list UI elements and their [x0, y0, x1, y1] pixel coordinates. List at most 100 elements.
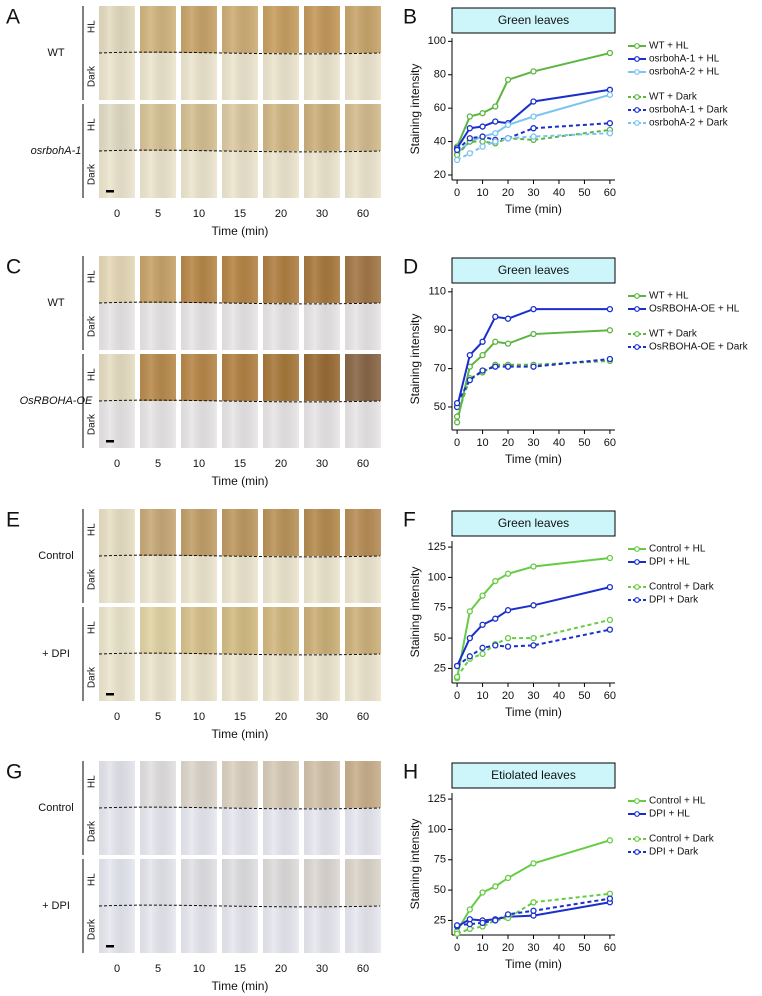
- point: [530, 602, 537, 609]
- point: [453, 399, 461, 407]
- time-label: 60: [357, 208, 369, 220]
- row-label: + DPI: [42, 648, 70, 660]
- time-label: 30: [316, 208, 328, 220]
- x-tick-label: 50: [578, 942, 590, 954]
- title-box: [451, 510, 616, 537]
- legend-marker: [634, 107, 640, 113]
- legend-label: osrbohA-2 + Dark: [649, 118, 729, 129]
- y-tick-label: 50: [434, 632, 446, 644]
- legend-marker: [634, 344, 640, 350]
- point: [606, 355, 614, 363]
- time-label: 0: [114, 458, 120, 470]
- y-tick-label: 60: [434, 102, 446, 114]
- point: [466, 608, 473, 615]
- leaf-veins: [304, 509, 340, 603]
- time-label: 10: [193, 208, 205, 220]
- x-tick-label: 0: [454, 187, 460, 199]
- point: [492, 883, 499, 890]
- light-label: HL: [87, 873, 98, 886]
- point: [466, 135, 473, 142]
- leaf-veins: [140, 256, 176, 350]
- point: [504, 911, 512, 918]
- y-tick-label: 75: [434, 602, 446, 614]
- legend-marker: [634, 69, 640, 75]
- light-label: HL: [87, 368, 98, 381]
- legend-label: osrbohA-2 + HL: [649, 67, 720, 78]
- y-axis-title: Staining intensity: [408, 314, 422, 405]
- y-tick-label: 50: [434, 401, 446, 413]
- row-label: Control: [38, 802, 73, 814]
- point: [479, 352, 486, 359]
- point: [453, 419, 461, 426]
- point: [530, 305, 537, 313]
- leaf-veins: [304, 607, 340, 701]
- row-label: WT: [47, 297, 64, 309]
- point: [492, 118, 499, 125]
- title-box: [451, 762, 616, 789]
- x-axis-title: Time (min): [212, 727, 269, 741]
- panel-letter: E: [6, 509, 20, 532]
- x-tick-label: 20: [502, 437, 514, 449]
- light-label: HL: [87, 118, 98, 131]
- x-tick-label: 50: [578, 690, 590, 702]
- point: [530, 330, 537, 338]
- boundary: [98, 51, 381, 55]
- point: [466, 906, 473, 913]
- y-tick-label: 100: [428, 571, 446, 583]
- x-tick-label: 0: [454, 690, 460, 702]
- leaf-veins: [263, 6, 299, 100]
- series-line: [456, 556, 611, 679]
- point: [606, 86, 614, 93]
- point: [606, 91, 614, 98]
- time-label: 20: [275, 711, 287, 723]
- time-label: 20: [275, 208, 287, 220]
- leaf-veins: [263, 761, 299, 855]
- time-label: 20: [275, 458, 287, 470]
- point: [504, 76, 512, 83]
- time-label: 30: [316, 458, 328, 470]
- point: [479, 138, 486, 145]
- point: [492, 642, 499, 649]
- point: [606, 327, 614, 334]
- point: [466, 113, 473, 120]
- point: [530, 563, 537, 570]
- legend-label: osrbohA-1 + Dark: [649, 105, 729, 116]
- point: [530, 899, 537, 906]
- point: [530, 125, 537, 132]
- row-label: Control: [38, 550, 73, 562]
- x-axis-title: Time (min): [505, 452, 562, 466]
- legend-marker: [634, 331, 640, 337]
- point: [479, 644, 486, 651]
- panel-letter: A: [6, 6, 20, 29]
- legend-marker: [634, 546, 640, 552]
- chart-title: Etiolated leaves: [491, 768, 576, 782]
- leaf-veins: [304, 354, 340, 448]
- point: [504, 607, 512, 614]
- time-label: 0: [114, 208, 120, 220]
- y-tick-label: 25: [434, 662, 446, 674]
- point: [466, 634, 473, 642]
- x-tick-label: 40: [553, 437, 565, 449]
- boundary: [98, 554, 381, 558]
- y-tick-label: 125: [428, 541, 446, 553]
- point: [606, 305, 614, 313]
- time-label: 5: [155, 711, 161, 723]
- boundary: [98, 806, 381, 810]
- point: [504, 135, 512, 142]
- leaf-veins: [304, 104, 340, 198]
- light-label: HL: [87, 775, 98, 788]
- x-tick-label: 0: [454, 437, 460, 449]
- leaf-veins: [140, 509, 176, 603]
- row-label: OsRBOHA-OE: [20, 395, 93, 407]
- legend-label: WT + Dark: [649, 92, 698, 103]
- light-label: HL: [87, 20, 98, 33]
- x-axis-title: Time (min): [212, 474, 269, 488]
- scale-bar: [106, 693, 114, 696]
- point: [453, 673, 461, 681]
- time-label: 5: [155, 458, 161, 470]
- point: [479, 621, 486, 628]
- time-label: 30: [316, 963, 328, 975]
- x-tick-label: 60: [604, 690, 616, 702]
- point: [492, 313, 499, 320]
